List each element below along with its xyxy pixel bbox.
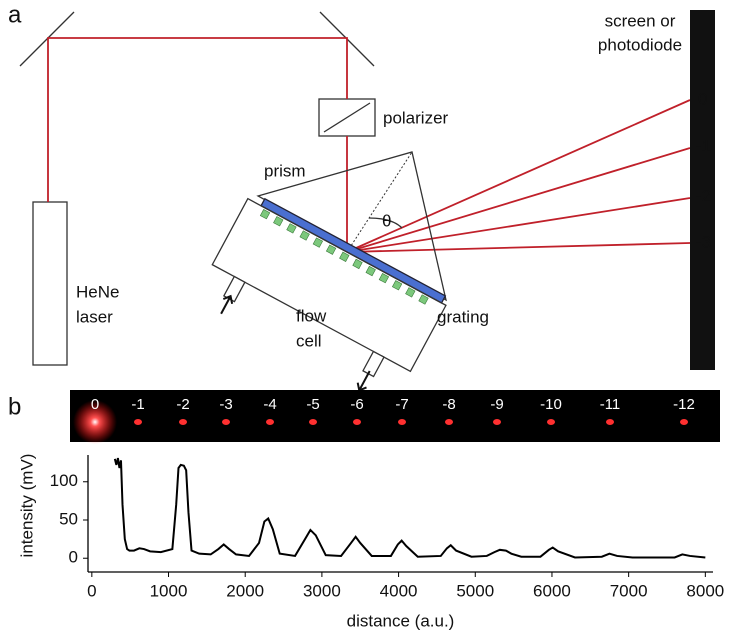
- x-tick-label: 6000: [533, 581, 571, 600]
- strip-label: -9: [490, 396, 503, 413]
- strip-label: -5: [306, 396, 319, 413]
- laser: [32, 201, 68, 366]
- x-tick-label: 0: [87, 581, 96, 600]
- panel-label: a: [8, 1, 22, 28]
- grating-label: grating: [437, 307, 489, 326]
- laser-label: HeNe: [76, 282, 119, 301]
- y-tick-label: 0: [69, 548, 78, 567]
- x-tick-label: 3000: [303, 581, 341, 600]
- spot: [398, 419, 406, 425]
- data-line: [113, 457, 706, 559]
- spot: [266, 419, 274, 425]
- camera-strip: [70, 390, 720, 442]
- x-tick-label: 1000: [150, 581, 188, 600]
- flow-cell-label: cell: [296, 331, 322, 350]
- x-tick-label: 8000: [686, 581, 724, 600]
- x-axis-label: distance (a.u.): [347, 611, 455, 630]
- strip-label: -8: [442, 396, 455, 413]
- spot: [547, 419, 555, 425]
- spot: [353, 419, 361, 425]
- screen: [690, 10, 715, 370]
- spot: [445, 419, 453, 425]
- spot: [493, 419, 501, 425]
- y-axis-label: intensity (mV): [17, 454, 36, 558]
- spot: [309, 419, 317, 425]
- order-label: -1: [696, 136, 711, 155]
- order-label: -3: [696, 232, 711, 251]
- y-tick-label: 50: [59, 509, 78, 528]
- polarizer-label: polarizer: [383, 108, 449, 127]
- polarizer-line: [323, 102, 371, 133]
- x-tick-label: 4000: [380, 581, 418, 600]
- strip-label: -10: [540, 396, 562, 413]
- order-label: -2: [696, 186, 711, 205]
- angle-label: θ: [382, 211, 391, 230]
- x-tick-label: 2000: [226, 581, 264, 600]
- spot: [680, 419, 688, 425]
- strip-label: -7: [395, 396, 408, 413]
- order-label: 0: [698, 89, 707, 108]
- prism-label: prism: [264, 161, 306, 180]
- flow-cell: [211, 197, 447, 392]
- screen-label: photodiode: [598, 35, 682, 54]
- spot: [179, 419, 187, 425]
- strip-label: -3: [219, 396, 232, 413]
- optics: [19, 11, 691, 392]
- strip-label: -11: [600, 396, 621, 413]
- strip-label: -12: [673, 396, 695, 413]
- x-tick-label: 5000: [456, 581, 494, 600]
- flow-cell-label: flow: [296, 306, 327, 325]
- spot: [134, 419, 142, 425]
- y-tick-label: 100: [50, 471, 78, 490]
- strip-label: -2: [176, 396, 189, 413]
- screen-label: screen or: [605, 11, 676, 30]
- spot: [606, 419, 614, 425]
- spot: [73, 400, 117, 444]
- panel-label: b: [8, 393, 21, 420]
- strip-label: -4: [263, 396, 276, 413]
- strip-label: -6: [350, 396, 363, 413]
- strip: 0 -1 -2 -3 -4 -5 -6 -7 -8 -9 -10 -11 -12: [91, 396, 695, 425]
- strip-label: -1: [131, 396, 144, 413]
- x-tick-label: 7000: [610, 581, 648, 600]
- strip-label: 0: [91, 396, 99, 413]
- angle-arc: [368, 217, 403, 229]
- laser-label: laser: [76, 307, 113, 326]
- beams: [47, 37, 691, 253]
- mirror: [19, 11, 75, 67]
- spot: [222, 419, 230, 425]
